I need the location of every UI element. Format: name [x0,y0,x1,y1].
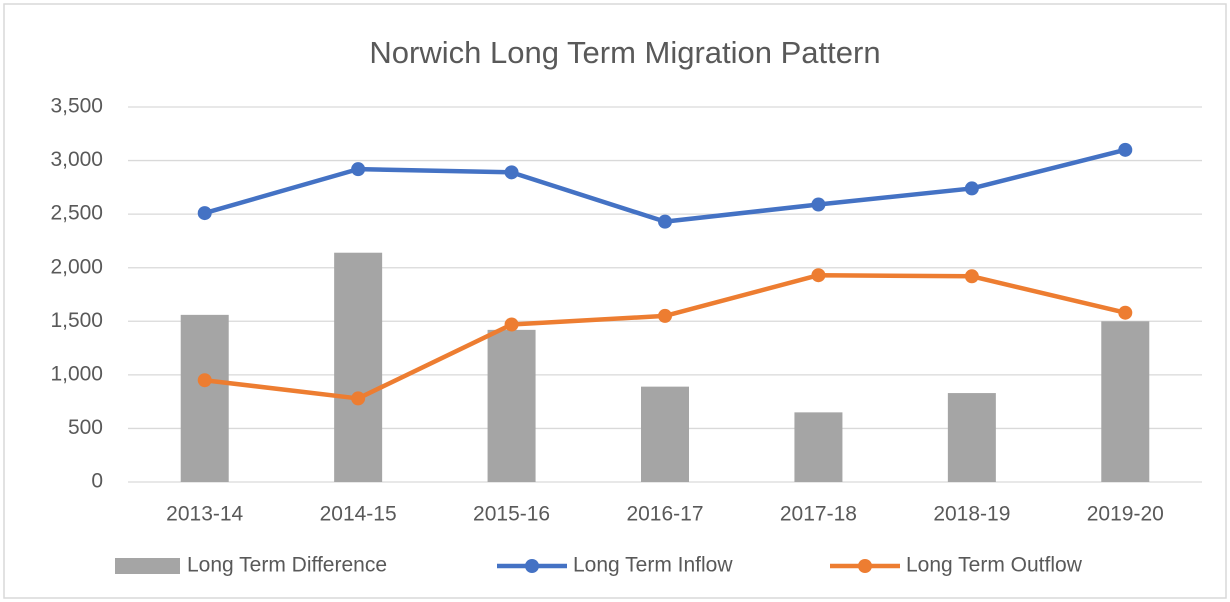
x-tick-label: 2016-17 [626,503,703,526]
legend-marker [858,559,872,573]
y-tick-label: 1,500 [50,309,103,332]
marker [811,197,826,212]
marker [964,181,979,196]
marker [964,269,979,284]
legend-label: Long Term Inflow [573,554,733,577]
x-tick-label: 2015-16 [473,503,550,526]
marker [351,391,366,406]
marker [1118,305,1133,320]
legend-label: Long Term Outflow [906,554,1083,577]
marker [504,317,519,332]
x-tick-label: 2019-20 [1087,503,1164,526]
bar [1101,321,1150,482]
legend-marker [525,559,539,573]
y-tick-label: 2,000 [50,255,103,278]
legend-swatch [115,558,180,574]
marker [658,214,672,229]
bar [794,412,843,482]
marker [197,206,212,221]
bar [487,329,536,482]
chart-title: Norwich Long Term Migration Pattern [369,35,880,70]
x-tick-label: 2017-18 [780,503,857,526]
x-tick-label: 2013-14 [166,503,243,526]
marker [351,162,366,177]
bar [180,314,229,482]
y-tick-label: 3,500 [50,95,103,118]
marker [197,373,212,388]
y-tick-label: 3,000 [50,148,103,171]
bar [334,252,383,482]
marker [504,165,519,180]
y-tick-label: 1,000 [50,362,103,385]
legend-label: Long Term Difference [187,554,387,577]
x-tick-label: 2014-15 [320,503,397,526]
marker [1118,142,1133,157]
y-tick-label: 0 [91,470,103,493]
x-tick-label: 2018-19 [933,503,1010,526]
marker [658,308,672,323]
bar [947,393,996,482]
bar [641,386,689,482]
chart-border [3,3,1227,599]
y-tick-label: 500 [68,416,103,439]
marker [811,268,826,283]
y-tick-label: 2,500 [50,202,103,225]
